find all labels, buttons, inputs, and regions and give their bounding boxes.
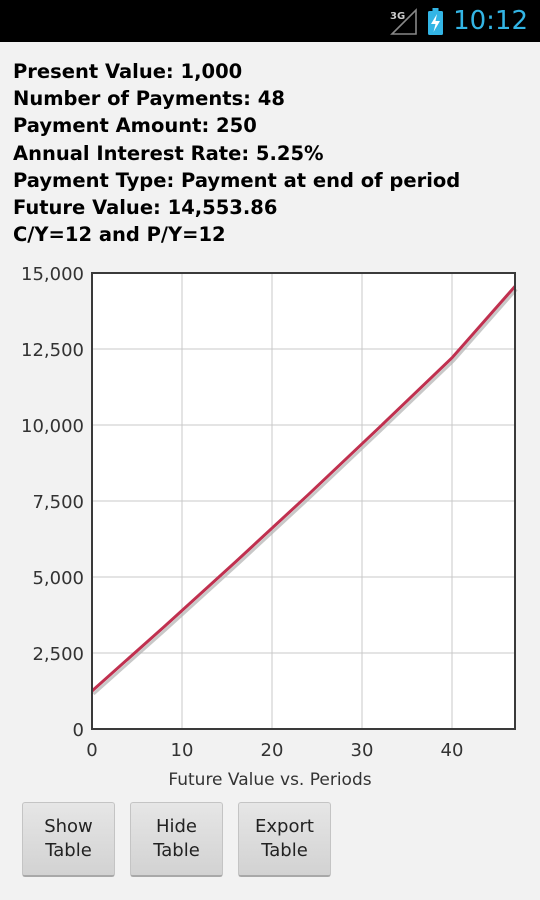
y-tick-label: 7,500 [32, 492, 84, 513]
x-tick-label: 10 [171, 740, 194, 761]
plot-border [91, 272, 516, 730]
y-tick-label: 0 [73, 720, 84, 741]
hide-table-label-line1: Hide [155, 816, 198, 837]
x-tick-label: 20 [261, 740, 284, 761]
y-tick-label: 2,500 [32, 644, 84, 665]
battery-charging-icon [428, 8, 443, 35]
hide-table-button[interactable]: Hide Table [130, 802, 223, 877]
signal-icon [390, 8, 417, 35]
present-value-text: Present Value: 1,000 [13, 60, 243, 83]
show-table-label-line2: Table [45, 840, 92, 861]
series-line-shadow [92, 288, 518, 696]
status-bar: 3G 10:12 [0, 0, 540, 42]
chart-canvas: 0 2,500 5,000 7,500 10,000 12,500 15,000 0 10 20 3… [21, 264, 518, 790]
y-tick-label: 5,000 [32, 568, 84, 589]
future-value-chart: 0 2,500 5,000 7,500 10,000 12,500 15,000 0 10 20 3… [0, 255, 540, 800]
x-axis-label: Future Value vs. Periods [168, 770, 371, 790]
annual-interest-rate-text: Annual Interest Rate: 5.25% [13, 141, 324, 165]
y-tick-label: 12,500 [21, 340, 84, 361]
show-table-button[interactable]: Show Table [22, 802, 115, 877]
number-of-payments-text: Number of Payments: 48 [13, 87, 285, 111]
compounding-text: C/Y=12 and P/Y=12 [13, 223, 226, 247]
export-table-button[interactable]: Export Table [238, 802, 331, 877]
future-value-text: Future Value: 14,553.86 [13, 195, 278, 219]
x-tick-label: 0 [86, 740, 97, 761]
export-table-label-line2: Table [261, 840, 308, 861]
summary-panel: Present Value: 1,000 Number of Payments:… [13, 58, 533, 248]
hide-table-label-line2: Table [153, 840, 200, 861]
status-icons: 3G [390, 8, 443, 35]
x-tick-label: 30 [351, 740, 374, 761]
export-table-label-line1: Export [255, 816, 314, 837]
y-tick-label: 10,000 [21, 416, 84, 437]
show-table-label-line1: Show [44, 816, 93, 837]
y-tick-label: 15,000 [21, 264, 84, 285]
payment-type-text: Payment Type: Payment at end of period [13, 168, 461, 192]
network-type-label: 3G [390, 11, 405, 22]
clock: 10:12 [453, 6, 528, 36]
x-tick-label: 40 [441, 740, 464, 761]
series-line [91, 285, 517, 693]
payment-amount-text: Payment Amount: 250 [13, 114, 257, 138]
